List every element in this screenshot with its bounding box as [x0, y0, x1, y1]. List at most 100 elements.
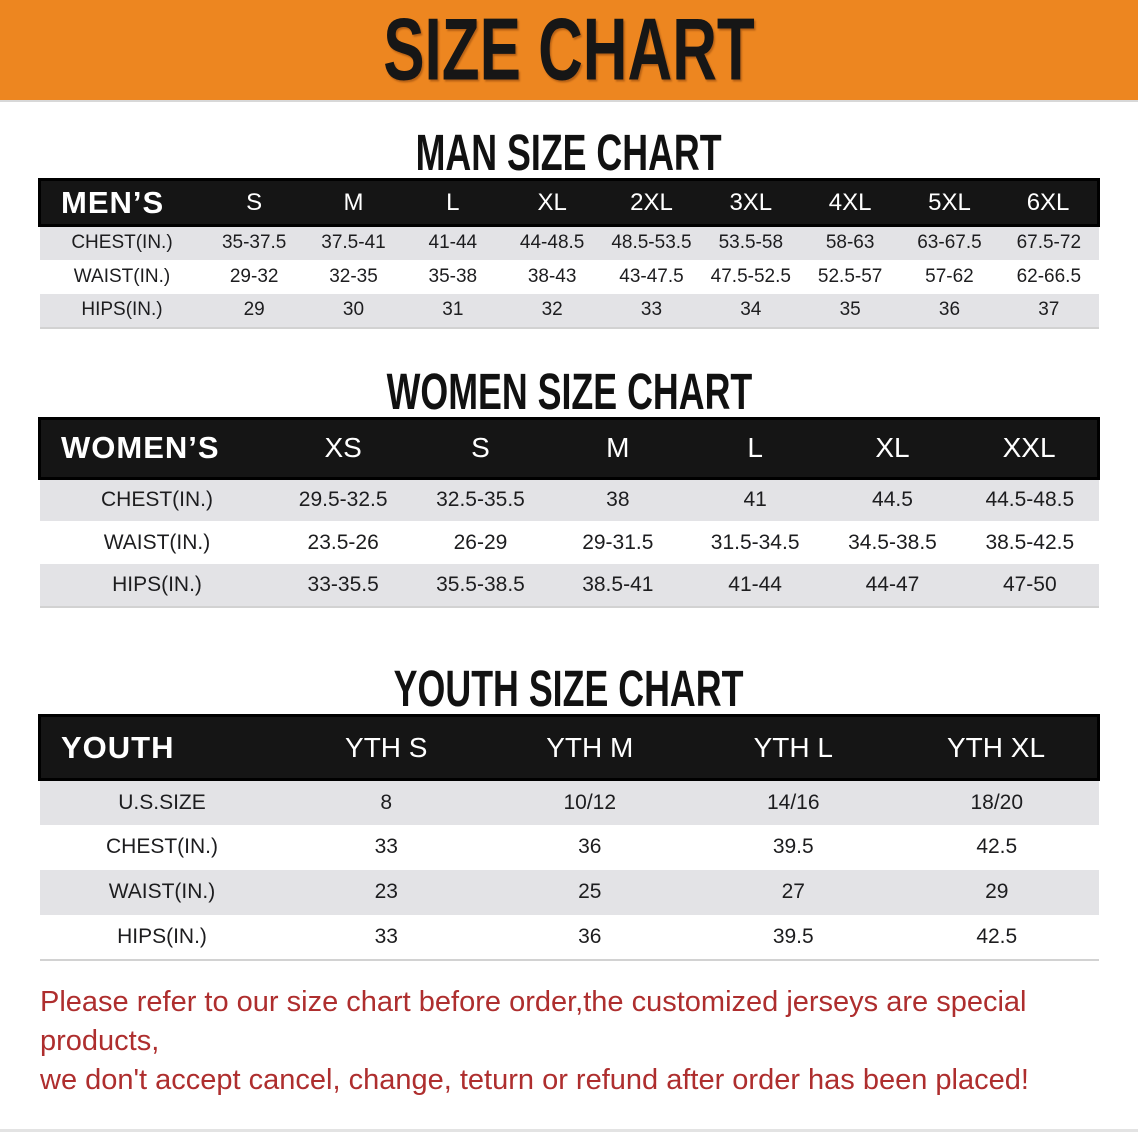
measurement-value: 33 [374, 835, 398, 858]
measurement-value: 8 [380, 790, 393, 814]
measurement-value: 36 [578, 924, 602, 948]
disclaimer-line-1: Please refer to our size chart before or… [40, 985, 1027, 1057]
measurement-value: 37.5-41 [321, 232, 386, 254]
size-column-header: YTH XL [946, 731, 1046, 763]
measurement-value: 36 [938, 299, 961, 320]
measurement-value: 29 [243, 299, 265, 320]
size-table-header-row: YOUTH YTH S YTH M YTH L YTH XL [39, 715, 1099, 780]
measurement-value: 31 [442, 299, 464, 320]
measurement-value: 33-35.5 [307, 573, 379, 596]
measurement-label: HIPS(IN.) [112, 573, 202, 596]
measurement-value: 26-29 [453, 530, 508, 554]
size-column-header: L [747, 432, 763, 463]
measurement-value: 44-48.5 [519, 232, 585, 254]
measurement-value: 38.5-41 [582, 573, 654, 596]
man-size-chart-heading: MAN SIZE CHART [0, 124, 1138, 182]
womens-size-table: WOMEN’S XS S M L XL XXL CHEST(IN.) 29.5-32.5 32.5… [38, 417, 1100, 609]
youth-size-chart-heading: YOUTH SIZE CHART [0, 660, 1138, 718]
size-column-header: 5XL [928, 188, 971, 216]
measurement-value: 25 [578, 880, 602, 903]
size-column-header: 2XL [630, 188, 673, 216]
measurement-value: 27 [781, 880, 805, 903]
measurement-value: 63-67.5 [917, 232, 982, 254]
measurement-row: HIPS(IN.) 33 36 39.5 42.5 [39, 914, 1099, 960]
measurement-value: 41-44 [428, 232, 478, 254]
measurement-value: 29.5-32.5 [298, 488, 388, 512]
measurement-row: WAIST(IN.) 23.5-26 26-29 29-31.5 31.5-34.5 34… [39, 521, 1099, 564]
measurement-label: U.S.SIZE [118, 790, 206, 814]
measurement-row: CHEST(IN.) 29.5-32.5 32.5-35.5 38 41 44.5 44.5… [39, 478, 1099, 521]
size-column-header: S [471, 432, 490, 463]
measurement-value: 34 [740, 299, 762, 320]
measurement-label: CHEST(IN.) [71, 232, 173, 254]
measurement-value: 52.5-57 [817, 265, 883, 287]
measurement-label: HIPS(IN.) [81, 299, 163, 320]
measurement-value: 48.5-53.5 [611, 232, 692, 254]
measurement-label: CHEST(IN.) [101, 488, 213, 512]
youth-size-table: YOUTH YTH S YTH M YTH L YTH XL U.S.SIZE 8 10/12… [38, 714, 1100, 961]
measurement-value: 29 [985, 880, 1009, 903]
table-group-label: YOUTH [61, 729, 175, 765]
women-size-chart-heading: WOMEN SIZE CHART [0, 365, 1138, 418]
table-group-label: MEN’S [61, 184, 165, 220]
measurement-value: 30 [342, 299, 365, 320]
measurement-value: 44-47 [865, 573, 920, 596]
man-size-chart-heading-text: MAN SIZE CHART [415, 124, 723, 182]
measurement-value: 58-63 [825, 232, 875, 254]
measurement-value: 44.5 [872, 488, 913, 512]
banner-title: SIZE CHART [383, 0, 755, 99]
measurement-value: 32-35 [329, 265, 378, 287]
measurement-label: HIPS(IN.) [117, 924, 207, 948]
measurement-row: WAIST(IN.) 23 25 27 29 [39, 869, 1099, 915]
measurement-value: 23 [374, 880, 398, 903]
measurement-value: 47.5-52.5 [710, 265, 791, 287]
size-column-header: YTH L [753, 731, 833, 763]
measurement-value: 38.5-42.5 [985, 530, 1075, 554]
measurement-value: 38 [606, 488, 630, 512]
measurement-value: 38-43 [527, 265, 577, 287]
measurement-value: 18/20 [970, 790, 1024, 814]
measurement-value: 43-47.5 [619, 265, 684, 287]
measurement-value: 39.5 [772, 835, 814, 858]
measurement-value: 57-62 [925, 265, 974, 287]
size-column-header: 4XL [828, 188, 872, 216]
measurement-value: 44.5-48.5 [985, 488, 1075, 512]
measurement-value: 37 [1038, 299, 1060, 320]
measurement-value: 35-38 [428, 265, 478, 287]
size-column-header: XS [324, 432, 362, 463]
measurement-value: 47-50 [1002, 573, 1057, 596]
measurement-label: CHEST(IN.) [106, 835, 218, 858]
measurement-value: 42.5 [976, 924, 1018, 948]
measurement-value: 14/16 [766, 790, 820, 814]
mens-size-table: MEN’S S M L XL 2XL 3XL 4XL 5XL 6XL CHEST(IN.) 35-37… [38, 178, 1100, 329]
measurement-value: 29-32 [229, 265, 279, 287]
measurement-value: 62-66.5 [1016, 265, 1082, 287]
size-column-header: XL [875, 432, 910, 463]
measurement-value: 35-37.5 [221, 232, 287, 254]
size-column-header: YTH S [345, 731, 428, 763]
measurement-value: 67.5-72 [1016, 232, 1082, 254]
measurement-value: 33 [640, 299, 663, 320]
measurement-value: 33 [374, 924, 398, 948]
measurement-value: 41 [743, 488, 767, 512]
measurement-value: 32.5-35.5 [436, 488, 525, 512]
measurement-row: HIPS(IN.) 33-35.5 35.5-38.5 38.5-41 41-44 44-… [39, 564, 1099, 607]
size-chart-banner: SIZE CHART [0, 0, 1138, 102]
size-table-header-row: MEN’S S M L XL 2XL 3XL 4XL 5XL 6XL [39, 179, 1099, 226]
youth-size-chart-heading-text: YOUTH SIZE CHART [394, 660, 744, 718]
size-column-header: M [343, 188, 364, 216]
measurement-value: 35.5-38.5 [436, 573, 525, 596]
measurement-row: HIPS(IN.) 29 30 31 32 33 34 35 36 37 [39, 293, 1099, 328]
measurement-value: 42.5 [976, 835, 1018, 858]
disclaimer-line-2: we don't accept cancel, change, teturn o… [40, 1063, 1029, 1096]
measurement-value: 29-31.5 [582, 530, 654, 554]
measurement-value: 35 [839, 299, 861, 320]
size-column-header: M [606, 432, 630, 463]
measurement-label: WAIST(IN.) [73, 265, 171, 287]
size-column-header: L [446, 188, 460, 216]
size-column-header: S [246, 188, 263, 216]
measurement-row: CHEST(IN.) 33 36 39.5 42.5 [39, 824, 1099, 870]
measurement-value: 34.5-38.5 [848, 530, 937, 554]
size-column-header: XL [537, 188, 567, 216]
measurement-value: 10/12 [563, 790, 617, 814]
